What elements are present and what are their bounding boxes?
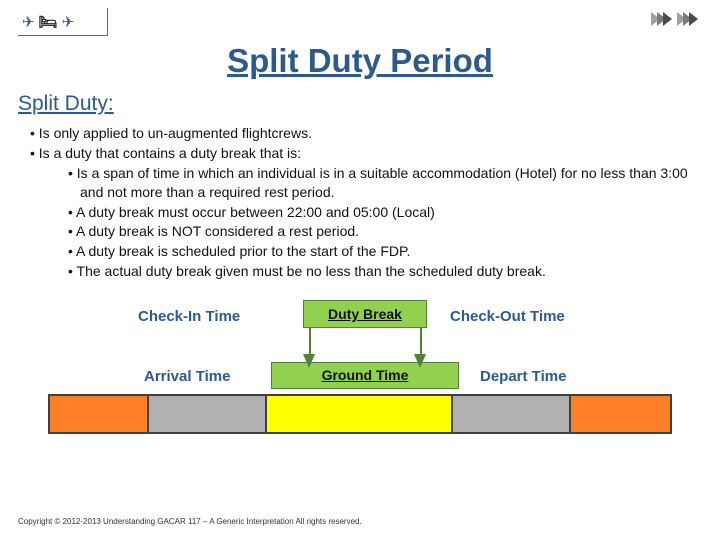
chevron-group <box>680 12 698 26</box>
plane-icon: ✈ <box>22 13 35 31</box>
bar-segment <box>50 396 149 432</box>
sub-bullet-item: A duty break is NOT considered a rest pe… <box>68 222 694 241</box>
bed-icon: 🛏 <box>39 13 58 31</box>
header-icon-box: ✈ 🛏 ✈ <box>18 8 108 36</box>
chevron-group <box>654 12 672 26</box>
check-out-label: Check-Out Time <box>450 308 565 325</box>
sub-bullet-item: The actual duty break given must be no l… <box>68 262 694 281</box>
bullet-item: Is a duty that contains a duty break tha… <box>30 144 694 163</box>
bar-segment <box>453 396 570 432</box>
bullet-item: Is only applied to un-augmented flightcr… <box>30 124 694 143</box>
duty-break-box: Duty Break <box>303 300 427 328</box>
depart-label: Depart Time <box>480 368 566 385</box>
subtitle: Split Duty: <box>18 92 114 116</box>
bar-segment <box>571 396 670 432</box>
duty-bar-chart <box>48 394 672 434</box>
ground-time-box: Ground Time <box>271 362 459 389</box>
sub-bullet-item: A duty break is scheduled prior to the s… <box>68 242 694 261</box>
copyright-text: Copyright © 2012-2013 Understanding GACA… <box>18 517 362 526</box>
page-title: Split Duty Period <box>0 42 720 80</box>
arrival-label: Arrival Time <box>144 368 230 385</box>
sub-bullet-item: A duty break must occur between 22:00 an… <box>68 203 694 222</box>
arrow-down-icon <box>414 354 426 368</box>
arrow-down-icon <box>303 354 315 368</box>
bullet-list: Is only applied to un-augmented flightcr… <box>30 124 694 282</box>
bar-segment <box>267 396 454 432</box>
bar-segment <box>149 396 266 432</box>
sub-bullet-item: Is a span of time in which an individual… <box>68 164 694 202</box>
plane-icon: ✈ <box>62 13 75 31</box>
header-chevrons <box>654 12 698 26</box>
check-in-label: Check-In Time <box>138 308 240 325</box>
